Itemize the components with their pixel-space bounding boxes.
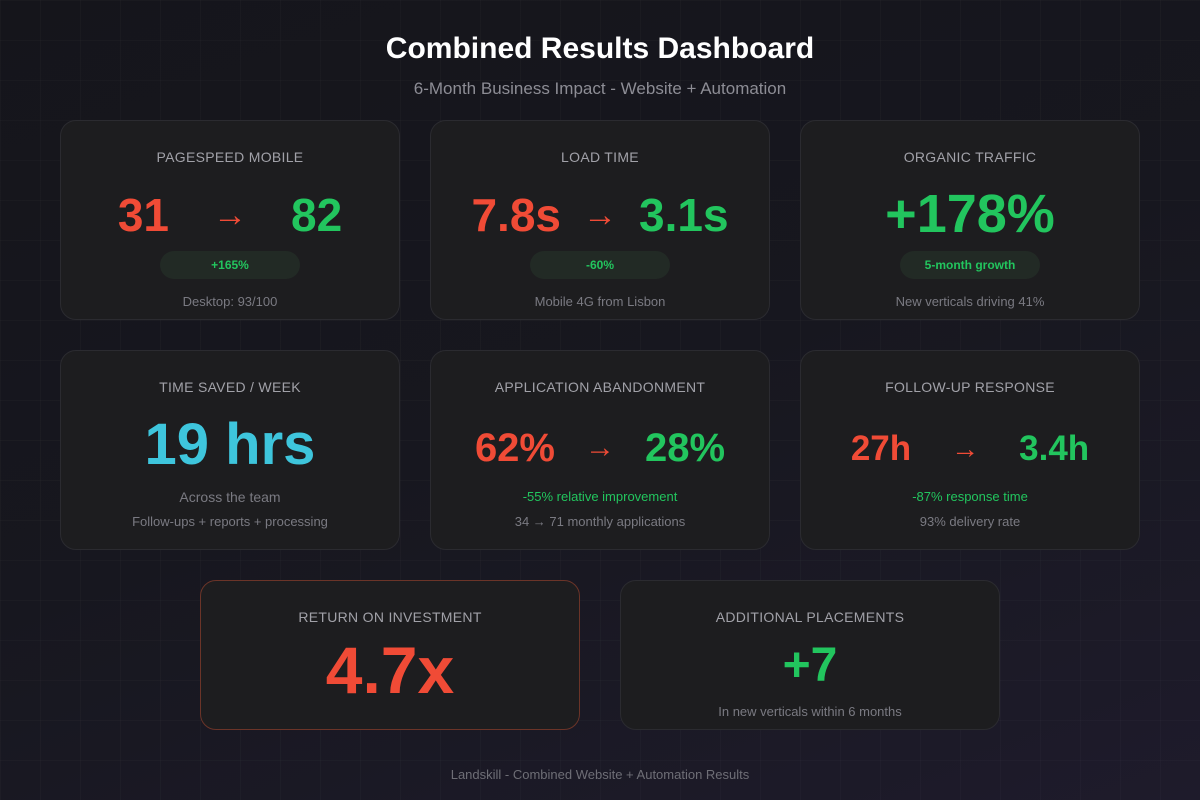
card-organic-traffic: ORGANIC TRAFFIC +178% 5-month growth New… <box>800 120 1140 320</box>
card-note: In new verticals within 6 months <box>718 704 902 719</box>
card-note: 34 → 71 monthly applications <box>514 514 686 529</box>
page-subtitle: 6-Month Business Impact - Website + Auto… <box>413 79 787 98</box>
card-label: FOLLOW-UP RESPONSE <box>885 379 1055 395</box>
improvement-text: -55% relative improvement <box>522 489 678 504</box>
card-subnote: Follow-ups + reports + processing <box>132 514 328 529</box>
card-label: APPLICATION ABANDONMENT <box>494 379 706 395</box>
card-pagespeed: PAGESPEED MOBILE 31 → 82 +165% Desktop: … <box>60 120 400 320</box>
card-note: Desktop: 93/100 <box>182 294 278 309</box>
card-label: LOAD TIME <box>561 149 639 165</box>
arrow-right-icon: → <box>951 433 980 464</box>
card-additional-placements: ADDITIONAL PLACEMENTS +7 In new vertical… <box>620 580 1000 730</box>
card-label: ORGANIC TRAFFIC <box>903 149 1037 165</box>
comparison-row: 27h → 3.4h <box>801 425 1139 473</box>
card-application-abandonment: APPLICATION ABANDONMENT 62% → 28% -55% r… <box>430 350 770 550</box>
card-label: PAGESPEED MOBILE <box>156 149 304 165</box>
page-title: Combined Results Dashboard <box>385 32 815 65</box>
after-value: 3.1s <box>639 189 729 241</box>
footer-text: Landskill - Combined Website + Automatio… <box>450 767 750 782</box>
card-time-saved: TIME SAVED / WEEK 19 hrs Across the team… <box>60 350 400 550</box>
change-badge: 5-month growth <box>900 251 1040 279</box>
arrow-right-icon: → <box>585 431 615 464</box>
card-note: Mobile 4G from Lisbon <box>534 294 666 309</box>
change-badge: +165% <box>160 251 300 279</box>
arrow-right-icon: → <box>213 195 247 234</box>
time-saved-value: 19 hrs <box>144 411 316 477</box>
card-note: New verticals driving 41% <box>895 294 1045 309</box>
card-follow-up-response: FOLLOW-UP RESPONSE 27h → 3.4h -87% respo… <box>800 350 1140 550</box>
roi-value: 4.7x <box>325 633 455 707</box>
card-note: Across the team <box>179 489 281 505</box>
improvement-text: -87% response time <box>912 489 1028 504</box>
traffic-value: +178% <box>885 184 1055 244</box>
before-value: 7.8s <box>471 189 561 241</box>
after-value: 3.4h <box>1019 429 1090 468</box>
card-label: RETURN ON INVESTMENT <box>298 609 482 625</box>
after-value: 82 <box>291 189 343 241</box>
card-note: 93% delivery rate <box>919 514 1021 529</box>
arrow-right-icon: → <box>583 195 617 234</box>
comparison-row: 31 → 82 <box>61 187 399 243</box>
after-value: 28% <box>645 425 726 470</box>
before-value: 62% <box>474 425 555 470</box>
before-value: 31 <box>117 189 169 241</box>
card-roi: RETURN ON INVESTMENT 4.7x <box>200 580 580 730</box>
change-badge: -60% <box>530 251 670 279</box>
comparison-row: 7.8s → 3.1s <box>431 187 769 243</box>
card-load-time: LOAD TIME 7.8s → 3.1s -60% Mobile 4G fro… <box>430 120 770 320</box>
card-label: TIME SAVED / WEEK <box>159 379 301 395</box>
placements-value: +7 <box>782 638 838 692</box>
card-label: ADDITIONAL PLACEMENTS <box>715 609 905 625</box>
before-value: 27h <box>850 429 912 468</box>
comparison-row: 62% → 28% <box>431 423 769 473</box>
